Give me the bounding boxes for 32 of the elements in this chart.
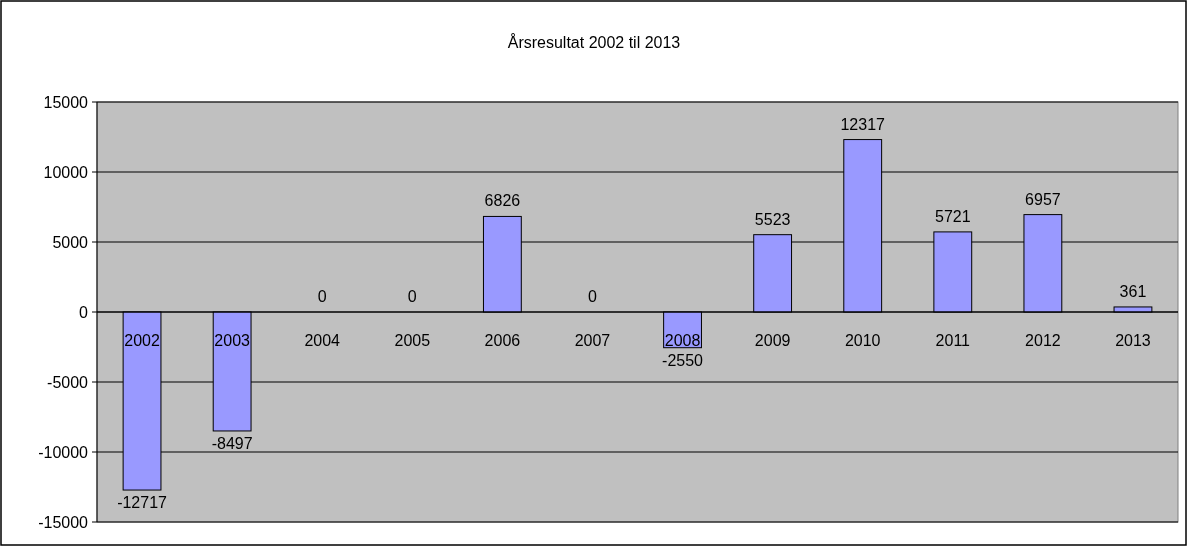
x-tick-label: 2007	[574, 332, 611, 349]
x-tick-label: 2009	[754, 332, 791, 349]
y-tick-label: 10000	[43, 164, 89, 181]
data-label: 5721	[934, 207, 971, 225]
x-tick-label: 2004	[304, 332, 341, 349]
x-tick-label: 2003	[214, 332, 251, 349]
chart-title: Årsresultat 2002 til 2013	[507, 33, 681, 51]
y-tick-label: -15000	[38, 514, 89, 531]
data-label: 6957	[1025, 190, 1061, 208]
data-label: 6826	[484, 192, 521, 210]
x-tick-label: 2006	[484, 332, 521, 349]
x-tick-label: 2005	[394, 332, 431, 349]
y-tick-label: -5000	[47, 374, 89, 391]
x-tick-label: 2010	[844, 332, 881, 349]
data-label: -2550	[662, 351, 704, 369]
y-tick-label: 0	[79, 304, 89, 321]
x-tick-label: 2011	[935, 332, 971, 349]
x-tick-label: 2002	[124, 332, 160, 349]
y-tick-label: 15000	[43, 94, 89, 111]
y-tick-label: 5000	[52, 234, 89, 251]
data-label: -12717	[117, 494, 168, 512]
data-label: 0	[588, 288, 598, 305]
data-label: 12317	[840, 115, 886, 133]
data-label: 0	[317, 288, 327, 305]
data-label: 5523	[754, 210, 791, 228]
x-tick-label: 2008	[664, 332, 701, 349]
x-tick-label: 2013	[1115, 332, 1151, 349]
data-label: -8497	[211, 434, 253, 452]
y-tick-label: -10000	[38, 444, 89, 461]
data-label: 0	[407, 288, 417, 305]
data-label: 361	[1119, 282, 1147, 300]
x-tick-label: 2012	[1025, 332, 1061, 349]
